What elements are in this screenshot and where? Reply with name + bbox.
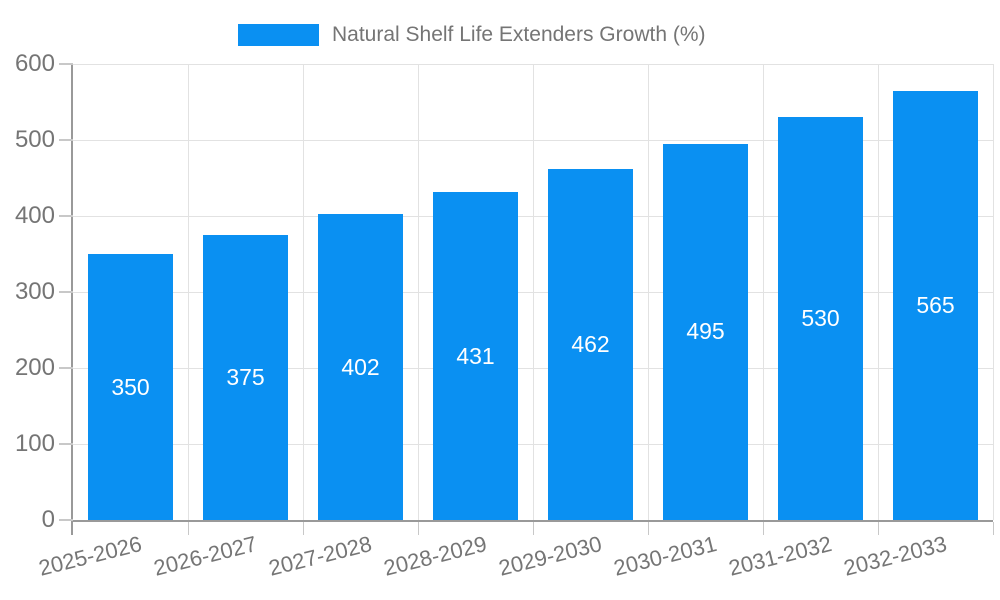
x-tick-mark xyxy=(302,522,304,535)
y-axis-tick-label: 200 xyxy=(14,354,55,381)
y-tick-mark xyxy=(59,519,73,521)
bar-value-label: 530 xyxy=(801,305,840,332)
x-axis-tick-label: 2028-2029 xyxy=(381,531,490,581)
gridline-vertical xyxy=(417,64,419,520)
x-axis-tick-label: 2029-2030 xyxy=(496,531,605,581)
gridline-vertical xyxy=(992,64,994,520)
bar: 375 xyxy=(203,235,288,520)
x-tick-mark xyxy=(417,522,419,535)
x-tick-mark xyxy=(647,522,649,535)
bar: 462 xyxy=(548,168,633,520)
x-axis-tick-label: 2026-2027 xyxy=(151,531,260,581)
y-tick-mark xyxy=(59,63,73,65)
gridline-vertical xyxy=(877,64,879,520)
y-axis-line xyxy=(71,64,73,535)
bar: 565 xyxy=(893,90,978,520)
bar-value-label: 565 xyxy=(916,291,955,318)
y-tick-mark xyxy=(59,367,73,369)
y-tick-mark xyxy=(59,443,73,445)
bar: 431 xyxy=(433,192,518,520)
bar-value-label: 495 xyxy=(686,318,725,345)
gridline-vertical xyxy=(647,64,649,520)
bar-value-label: 375 xyxy=(226,364,265,390)
gridline-vertical xyxy=(762,64,764,520)
bar: 402 xyxy=(318,214,403,520)
x-axis-tick-label: 2031-2032 xyxy=(726,531,835,581)
bar: 530 xyxy=(778,117,863,520)
x-axis-tick-label: 2025-2026 xyxy=(36,531,145,581)
y-axis-tick-label: 100 xyxy=(14,430,55,457)
x-axis-tick-label: 2032-2033 xyxy=(841,531,950,581)
y-axis-tick-label: 300 xyxy=(14,278,55,305)
gridline-vertical xyxy=(187,64,189,520)
x-tick-mark xyxy=(762,522,764,535)
bar: 350 xyxy=(88,254,173,520)
x-tick-mark xyxy=(877,522,879,535)
bar-value-label: 431 xyxy=(456,342,495,369)
bar-value-label: 402 xyxy=(341,353,380,380)
y-tick-mark xyxy=(59,291,73,293)
x-tick-mark xyxy=(992,522,994,535)
legend-swatch xyxy=(238,24,319,46)
bar: 495 xyxy=(663,143,748,520)
x-axis-tick-label: 2030-2031 xyxy=(611,531,720,581)
x-axis-line xyxy=(71,520,993,522)
y-tick-mark xyxy=(59,215,73,217)
y-tick-mark xyxy=(59,139,73,141)
gridline-vertical xyxy=(302,64,304,520)
y-axis-tick-label: 0 xyxy=(41,506,55,533)
gridline-vertical xyxy=(532,64,534,520)
legend[interactable]: Natural Shelf Life Extenders Growth (%) xyxy=(238,23,706,47)
bar-value-label: 350 xyxy=(111,373,150,400)
legend-label: Natural Shelf Life Extenders Growth (%) xyxy=(332,23,706,46)
y-axis-tick-label: 500 xyxy=(14,126,55,153)
x-axis-tick-label: 2027-2028 xyxy=(266,531,375,581)
x-tick-mark xyxy=(532,522,534,535)
y-axis-tick-label: 600 xyxy=(14,50,55,77)
y-axis-tick-label: 400 xyxy=(14,202,55,229)
bar-value-label: 462 xyxy=(571,330,610,357)
x-tick-mark xyxy=(187,522,189,535)
